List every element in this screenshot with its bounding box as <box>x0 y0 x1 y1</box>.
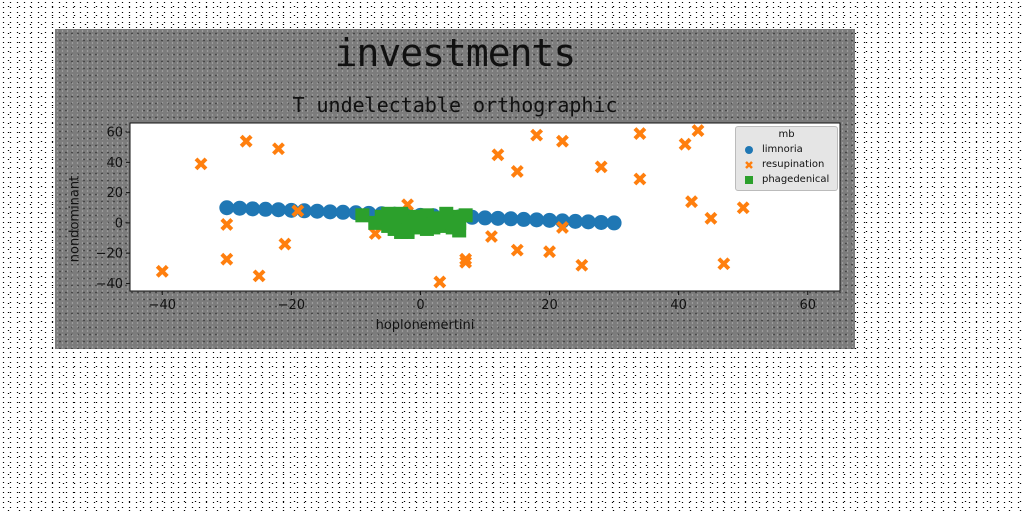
point-resupination <box>736 201 750 215</box>
point-limnoria <box>593 214 609 230</box>
y-tick-label: 60 <box>106 126 123 141</box>
point-resupination <box>704 211 718 225</box>
point-resupination <box>291 204 305 218</box>
point-resupination <box>155 264 169 278</box>
point-phagedenical <box>452 215 467 230</box>
point-limnoria <box>245 201 261 217</box>
point-limnoria <box>335 204 351 220</box>
legend-label: limnoria <box>762 144 803 155</box>
x-tick-label: 0 <box>416 298 424 313</box>
point-resupination <box>220 252 234 266</box>
point-resupination <box>717 257 731 271</box>
y-tick-label: 40 <box>106 156 123 171</box>
point-phagedenical <box>400 223 415 238</box>
figure: investments T undelectable orthographic … <box>55 29 855 349</box>
x-tick-label: −40 <box>149 298 176 313</box>
point-resupination <box>459 252 473 266</box>
y-tick-label: 0 <box>115 216 123 231</box>
x-axis-label: hoplonemertini <box>375 318 475 333</box>
point-resupination <box>556 221 569 234</box>
point-limnoria <box>258 201 274 217</box>
point-limnoria <box>309 203 325 219</box>
y-axis-label: nondominant <box>67 175 83 263</box>
point-phagedenical <box>394 206 409 221</box>
x-tick-label: −20 <box>278 298 305 313</box>
point-limnoria <box>322 204 338 220</box>
legend-entry-limnoria: limnoria <box>736 142 837 157</box>
point-limnoria <box>516 211 532 227</box>
point-resupination <box>685 195 698 209</box>
point-phagedenical <box>439 206 454 221</box>
point-limnoria <box>580 214 596 230</box>
plot-frame <box>129 122 841 292</box>
point-phagedenical <box>374 209 389 224</box>
legend-marker-square <box>745 176 753 184</box>
point-limnoria <box>490 210 506 226</box>
point-limnoria <box>542 212 558 228</box>
point-resupination <box>594 160 608 174</box>
legend: mb limnoria resupination phagedenical <box>735 126 838 191</box>
y-tick-label: −40 <box>96 277 123 292</box>
point-resupination <box>252 269 266 283</box>
legend-label: phagedenical <box>762 174 830 185</box>
point-resupination <box>633 127 647 141</box>
point-resupination <box>510 243 524 257</box>
point-resupination <box>459 255 473 269</box>
scatter-plot: −40 −20 0 20 40 60 −40 −20 0 20 40 60 <box>96 122 841 313</box>
point-resupination <box>556 134 569 148</box>
point-limnoria <box>606 215 622 231</box>
legend-entry-resupination: resupination <box>736 157 837 172</box>
x-tick-label: 40 <box>670 298 687 313</box>
point-limnoria <box>477 210 493 226</box>
point-limnoria <box>503 211 519 227</box>
point-phagedenical <box>413 220 428 235</box>
legend-entry-phagedenical: phagedenical <box>736 172 837 187</box>
legend-marker-circle <box>745 146 753 154</box>
point-limnoria <box>270 202 286 218</box>
x-tick-label: 20 <box>541 298 558 313</box>
point-resupination <box>194 157 208 171</box>
point-resupination <box>491 148 505 162</box>
point-phagedenical <box>355 208 370 223</box>
point-limnoria <box>219 200 235 216</box>
point-resupination <box>239 134 253 148</box>
y-tick-label: −20 <box>96 247 123 262</box>
point-resupination <box>530 128 544 142</box>
point-resupination <box>691 124 705 137</box>
legend-title: mb <box>778 129 795 140</box>
legend-label: resupination <box>762 159 825 170</box>
point-resupination <box>633 172 647 186</box>
point-limnoria <box>232 200 248 216</box>
point-resupination <box>485 230 498 243</box>
y-tick-label: 20 <box>106 186 123 201</box>
point-limnoria <box>567 213 583 229</box>
figure-suptitle: investments <box>334 31 577 75</box>
point-resupination <box>543 245 556 259</box>
point-limnoria <box>529 212 545 228</box>
point-resupination <box>678 137 692 151</box>
x-tick-label: 60 <box>799 298 816 313</box>
point-resupination <box>272 142 285 156</box>
point-resupination <box>510 165 524 178</box>
point-resupination <box>220 217 234 231</box>
point-resupination <box>433 275 447 289</box>
point-resupination <box>368 227 382 240</box>
point-phagedenical <box>426 217 441 232</box>
chart-title: T undelectable orthographic <box>292 93 618 117</box>
point-resupination <box>278 237 292 251</box>
point-resupination <box>575 258 589 272</box>
legend-marker-x <box>745 161 753 169</box>
